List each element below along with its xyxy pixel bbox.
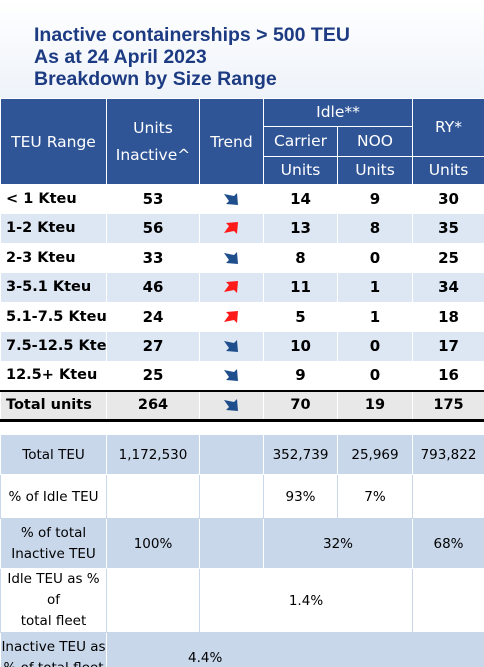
header-ry: RY* [412,99,484,156]
row-range: < 1 Kteu [0,184,107,214]
pct-idle-label: % of Idle TEU [0,474,107,519]
title-line-2: As at 24 April 2023 [34,46,207,68]
row-ry: 34 [412,272,484,302]
table-row: 3-5.1 Kteu 46 11 1 34 [0,272,484,302]
row-ry: 17 [412,331,484,361]
header-units-inactive: Units Inactive^ [106,99,200,184]
pct-idle-noo: 7% [337,474,413,519]
trend-down-icon [199,389,264,422]
row-carrier: 11 [263,272,338,302]
row-range: 7.5-12.5 Kteu [0,331,107,361]
row-inactive: 27 [106,331,200,361]
row-range: 3-5.1 Kteu [0,272,107,302]
total-teu-label: Total TEU [0,434,107,475]
total-teu-carrier: 352,739 [263,434,338,475]
inactive-fleet-value: 4.4% [106,632,484,667]
row-ry: 30 [412,184,484,214]
row-inactive: 25 [106,361,200,391]
row-carrier: 5 [263,302,338,332]
row-ry: 18 [412,302,484,332]
stats-row-inactive-fleet: Inactive TEU as % of total fleet 4.4% [0,632,484,667]
pct-total-idle: 32% [263,518,413,569]
title-block: Inactive containerships > 500 TEU As at … [0,0,484,98]
title-line-1: Inactive containerships > 500 TEU [34,24,350,46]
table-row: 2-3 Kteu 33 8 0 25 [0,243,484,273]
table-row: 5.1-7.5 Kteu 24 5 1 18 [0,302,484,332]
header-units-inactive-line2: Inactive^ [115,145,191,164]
total-teu-ry: 793,822 [412,434,484,475]
pct-total-label: % of total Inactive TEU [0,518,107,569]
total-teu-inactive: 1,172,530 [106,434,200,475]
row-inactive: 24 [106,302,200,332]
row-noo: 1 [336,302,414,332]
total-noo: 19 [336,389,414,422]
stats-row-pct-idle: % of Idle TEU 93% 7% [0,474,484,519]
trend-up-icon [199,272,264,302]
header-carrier-units: Units [263,155,338,184]
trend-up-icon [199,302,264,332]
row-carrier: 9 [263,361,338,391]
header-ry-units: Units [412,155,484,184]
row-carrier: 14 [263,184,338,214]
row-carrier: 10 [263,331,338,361]
row-noo: 0 [336,361,414,391]
row-range: 12.5+ Kteu [0,361,107,391]
row-range: 1-2 Kteu [0,213,107,243]
trend-up-icon [199,213,264,243]
total-row: Total units 264 70 19 175 [0,389,484,422]
stats-row-pct-total: % of total Inactive TEU 100% 32% 68% [0,518,484,569]
table-row: < 1 Kteu 53 14 9 30 [0,184,484,214]
row-carrier: 13 [263,213,338,243]
total-inactive: 264 [106,389,200,422]
row-range: 5.1-7.5 Kteu [0,302,107,332]
inactive-fleet-label: Inactive TEU as % of total fleet [0,632,107,667]
header-units-inactive-line1: Units [133,118,173,137]
row-noo: 9 [336,184,414,214]
trend-down-icon [199,243,264,273]
trend-down-icon [199,331,264,361]
total-ry: 175 [412,389,484,422]
row-noo: 0 [336,331,414,361]
header-carrier: Carrier [263,125,338,156]
inactive-breakdown-table: TEU Range Units Inactive^ Trend Idle** R… [0,99,484,422]
row-ry: 35 [412,213,484,243]
header-idle: Idle** [262,99,414,127]
row-inactive: 53 [106,184,200,214]
teu-stats-table: Total TEU 1,172,530 352,739 25,969 793,8… [0,434,484,667]
stats-row-idle-fleet: Idle TEU as % of total fleet 1.4% [0,568,484,633]
pct-idle-carrier: 93% [263,474,338,519]
title-line-3: Breakdown by Size Range [34,68,277,90]
row-noo: 1 [336,272,414,302]
trend-down-icon [199,361,264,391]
header-noo-units: Units [336,155,414,184]
row-noo: 8 [336,213,414,243]
row-ry: 16 [412,361,484,391]
row-ry: 25 [412,243,484,273]
table-row: 12.5+ Kteu 25 9 0 16 [0,361,484,391]
row-inactive: 46 [106,272,200,302]
header-trend: Trend [199,99,264,184]
total-label: Total units [0,389,107,422]
table-row: 1-2 Kteu 56 13 8 35 [0,213,484,243]
pct-total-inactive: 100% [106,518,200,569]
stats-row-total-teu: Total TEU 1,172,530 352,739 25,969 793,8… [0,434,484,475]
idle-fleet-value: 1.4% [199,568,413,633]
row-range: 2-3 Kteu [0,243,107,273]
total-carrier: 70 [263,389,338,422]
row-inactive: 33 [106,243,200,273]
row-noo: 0 [336,243,414,273]
total-teu-noo: 25,969 [337,434,413,475]
row-inactive: 56 [106,213,200,243]
pct-total-ry: 68% [412,518,484,569]
idle-fleet-label: Idle TEU as % of total fleet [0,568,107,633]
table-row: 7.5-12.5 Kteu 27 10 0 17 [0,331,484,361]
row-carrier: 8 [263,243,338,273]
trend-down-icon [199,184,264,214]
header-teu-range: TEU Range [0,99,107,184]
header-noo: NOO [336,125,414,156]
